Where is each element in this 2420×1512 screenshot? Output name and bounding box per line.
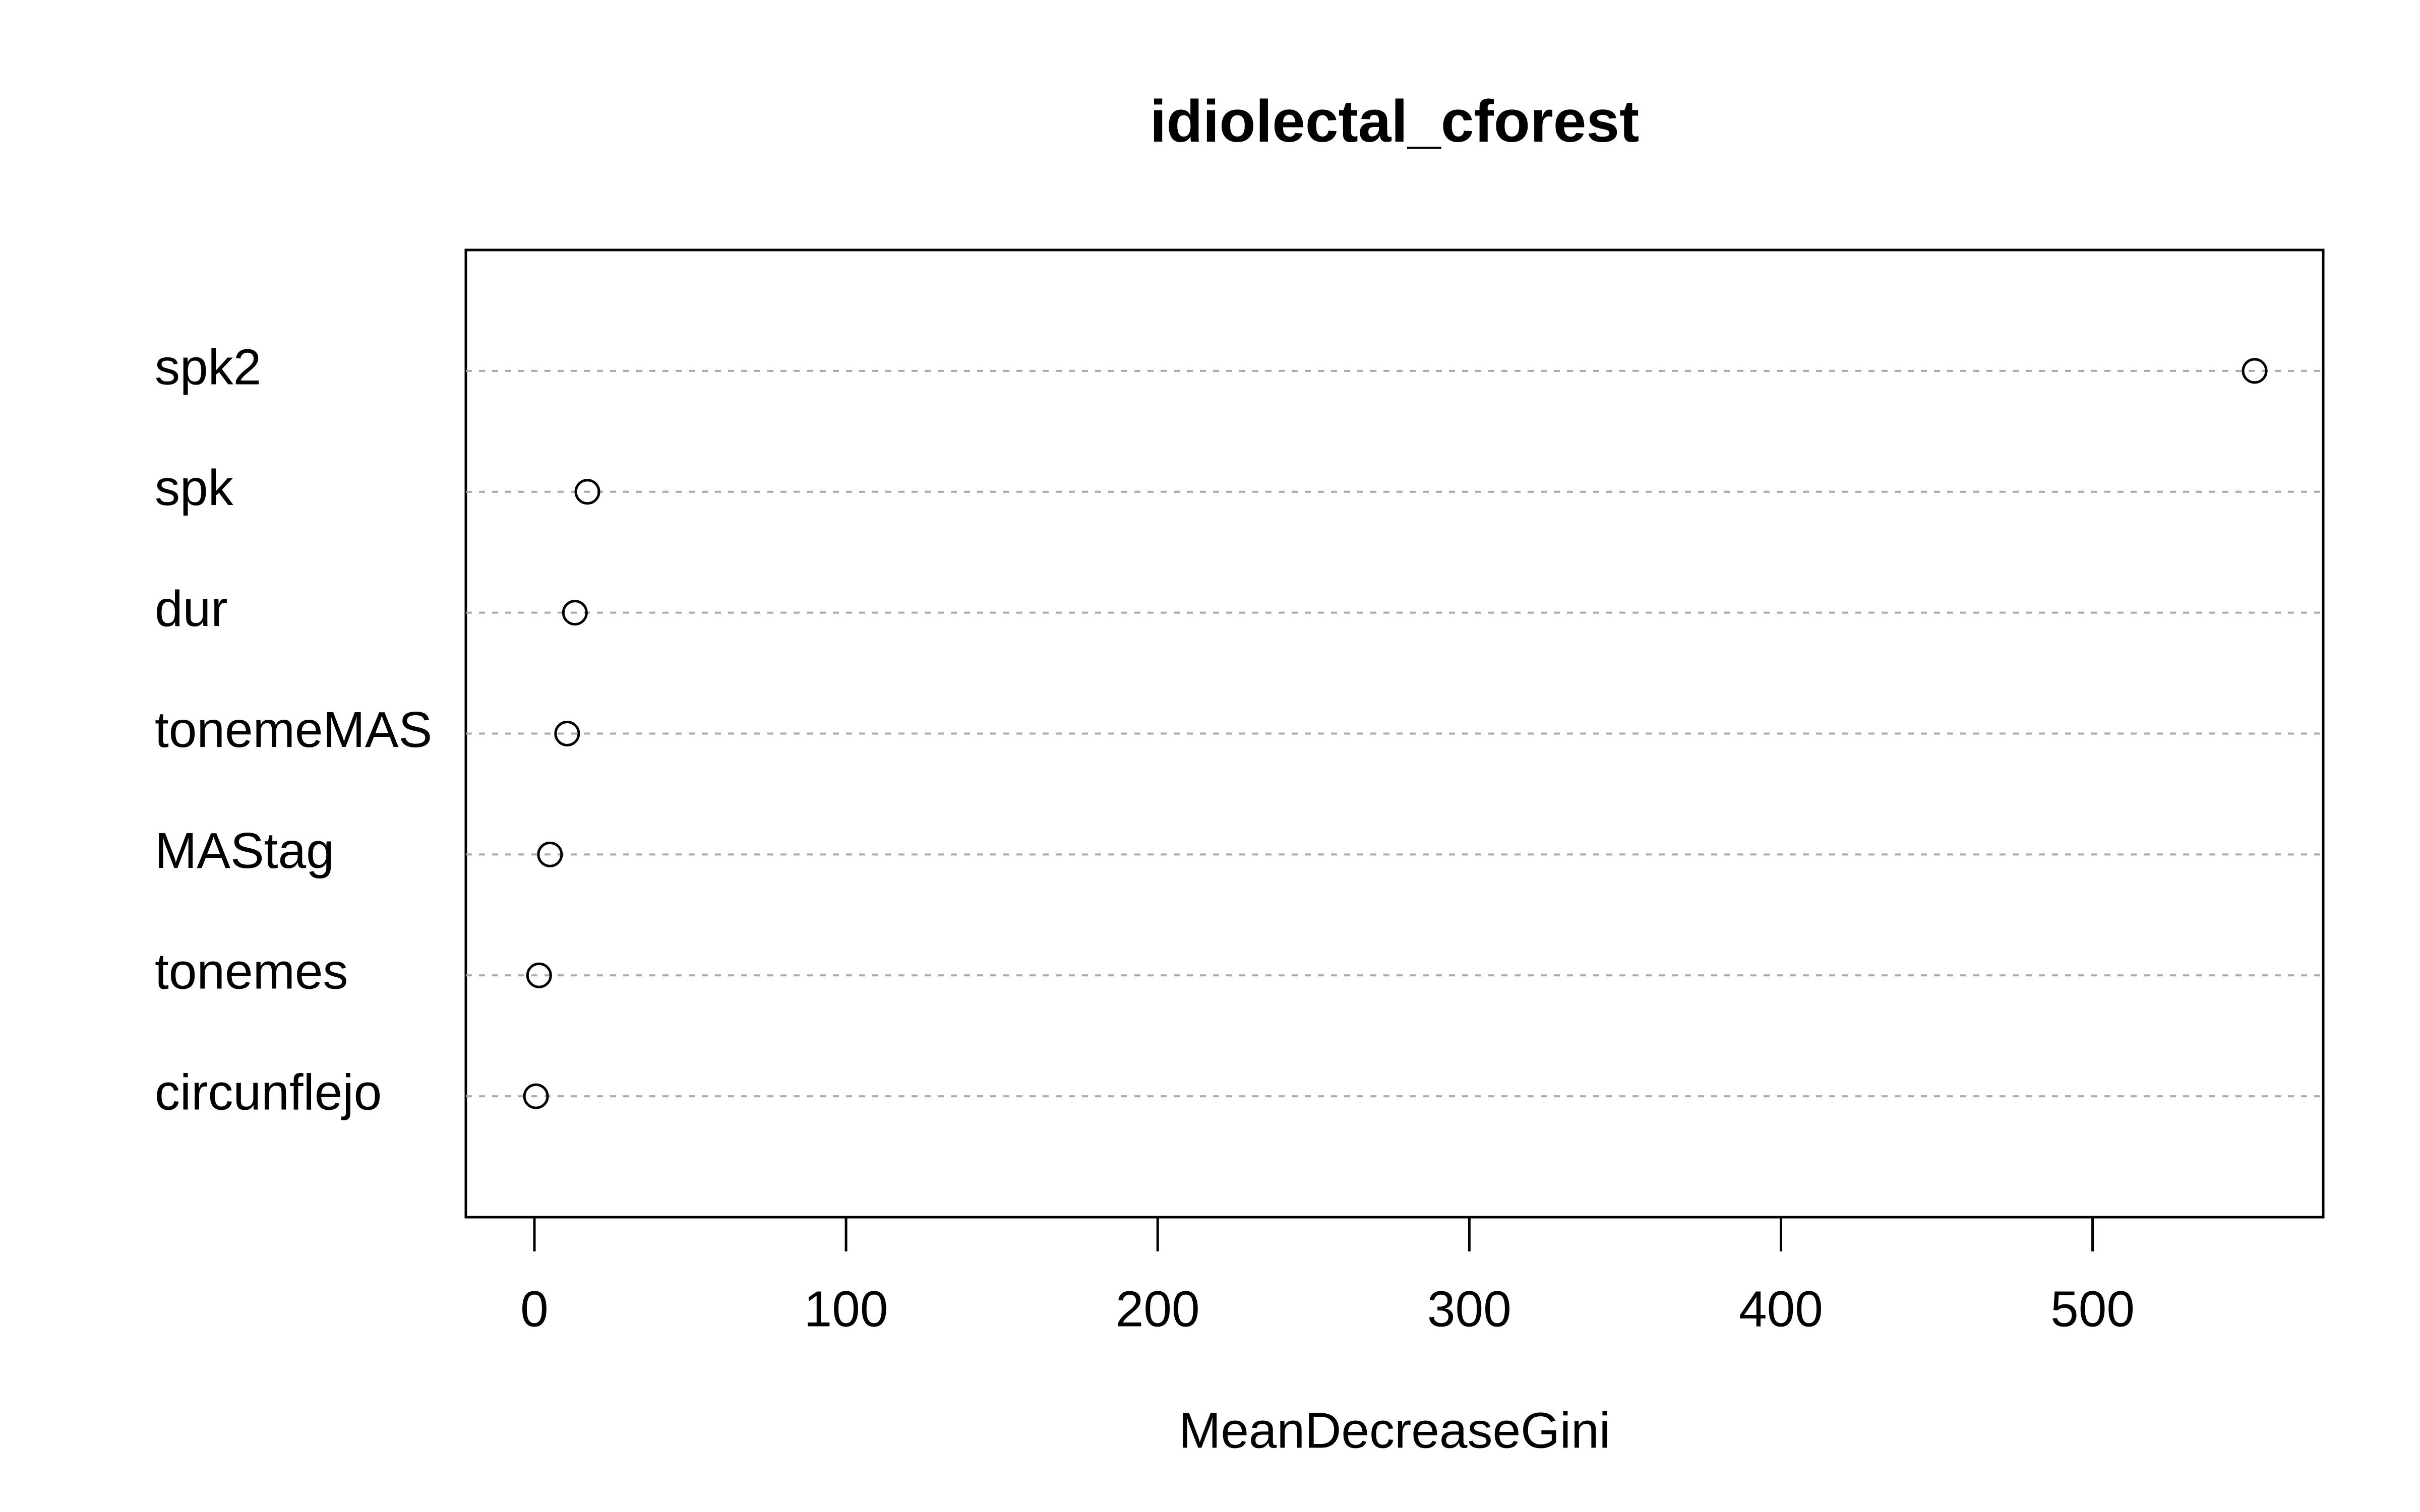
x-tick-label: 400	[1739, 1281, 1823, 1337]
dot	[523, 1083, 549, 1109]
x-tick-label: 300	[1427, 1281, 1511, 1337]
dot	[2242, 358, 2268, 384]
x-tick-label: 0	[520, 1281, 549, 1337]
x-tick-label: 500	[2050, 1281, 2135, 1337]
y-tick-label: MAStag	[155, 823, 334, 879]
x-axis-label: MeanDecreaseGini	[1179, 1402, 1610, 1459]
y-tick-label: spk2	[155, 339, 261, 395]
y-tick-label: dur	[155, 581, 228, 637]
y-tick-label: tonemes	[155, 943, 348, 1000]
dot	[554, 721, 580, 746]
y-tick-label: tonemeMAS	[155, 702, 432, 758]
x-tick-label: 100	[804, 1281, 888, 1337]
y-tick-label: spk	[155, 460, 234, 516]
dot	[526, 962, 552, 988]
dot	[537, 841, 563, 867]
x-tick-label: 200	[1116, 1281, 1200, 1337]
chart-title: idiolectal_cforest	[1150, 88, 1640, 155]
dot	[562, 600, 588, 626]
y-tick-label: circunflejo	[155, 1064, 382, 1121]
dot	[574, 479, 600, 505]
